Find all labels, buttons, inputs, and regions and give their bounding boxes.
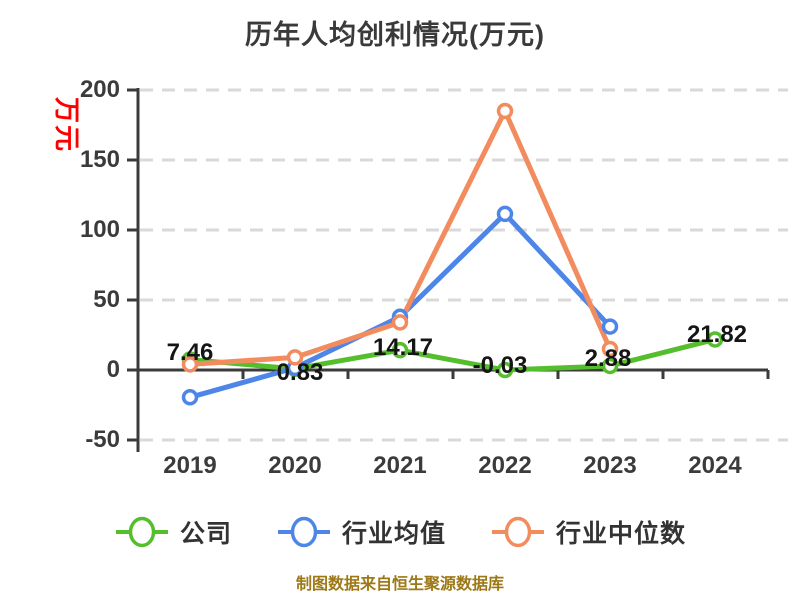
legend-marker-icon xyxy=(492,516,544,548)
data-point-company-2024 xyxy=(706,331,724,348)
y-tick-label: 100 xyxy=(79,216,120,243)
point-value-label: 0.83 xyxy=(276,358,324,386)
y-tick-label: -50 xyxy=(85,426,120,453)
x-tick-label: 2024 xyxy=(688,452,742,479)
data-point-industry-mean-2019 xyxy=(181,389,199,406)
y-tick-label: 200 xyxy=(79,76,120,103)
legend-item-industry-median: 行业中位数 xyxy=(490,514,686,550)
data-point-company-2022 xyxy=(496,361,514,379)
point-value-label: -0.03 xyxy=(472,352,528,380)
x-tick-label: 2019 xyxy=(163,452,217,479)
legend-label: 公司 xyxy=(179,520,232,548)
point-value-label: 7.46 xyxy=(166,338,214,366)
data-source-note: 制图数据来自恒生聚源数据库 xyxy=(295,576,504,593)
data-point-industry-median-2021 xyxy=(391,314,409,331)
y-tick-label: 50 xyxy=(93,286,120,313)
data-point-industry-median-2022 xyxy=(496,102,514,120)
x-tick-label: 2021 xyxy=(373,452,427,479)
legend-label: 行业中位数 xyxy=(556,520,687,548)
x-tick-label: 2023 xyxy=(583,452,637,479)
point-value-label: 14.17 xyxy=(372,334,434,362)
point-value-label: 21.82 xyxy=(686,321,748,349)
y-tick-label: 0 xyxy=(106,356,120,383)
data-point-company-2023 xyxy=(601,357,619,375)
chart-legend: 公司 行业均值 行业中位数 xyxy=(0,514,800,550)
x-tick-label: 2022 xyxy=(478,452,532,479)
data-point-industry-median-2019 xyxy=(181,356,199,373)
data-point-industry-median-2023 xyxy=(601,340,619,358)
legend-marker-icon xyxy=(277,516,330,548)
series-line-company xyxy=(187,336,718,373)
legend-marker-icon xyxy=(115,516,168,548)
data-point-industry-median-2020 xyxy=(286,349,304,366)
legend-label: 行业均值 xyxy=(341,520,446,548)
data-point-industry-mean-2023 xyxy=(601,318,619,335)
y-tick-label: 150 xyxy=(79,146,120,173)
data-point-company-2021 xyxy=(391,341,409,359)
point-value-label: 2.88 xyxy=(584,344,632,372)
data-point-industry-mean-2022 xyxy=(496,205,514,223)
chart-title: 历年人均创利情况(万元) xyxy=(245,20,545,50)
legend-item-industry-mean: 行业均值 xyxy=(276,514,446,550)
legend-item-company: 公司 xyxy=(114,514,232,550)
x-tick-label: 2020 xyxy=(268,452,322,479)
